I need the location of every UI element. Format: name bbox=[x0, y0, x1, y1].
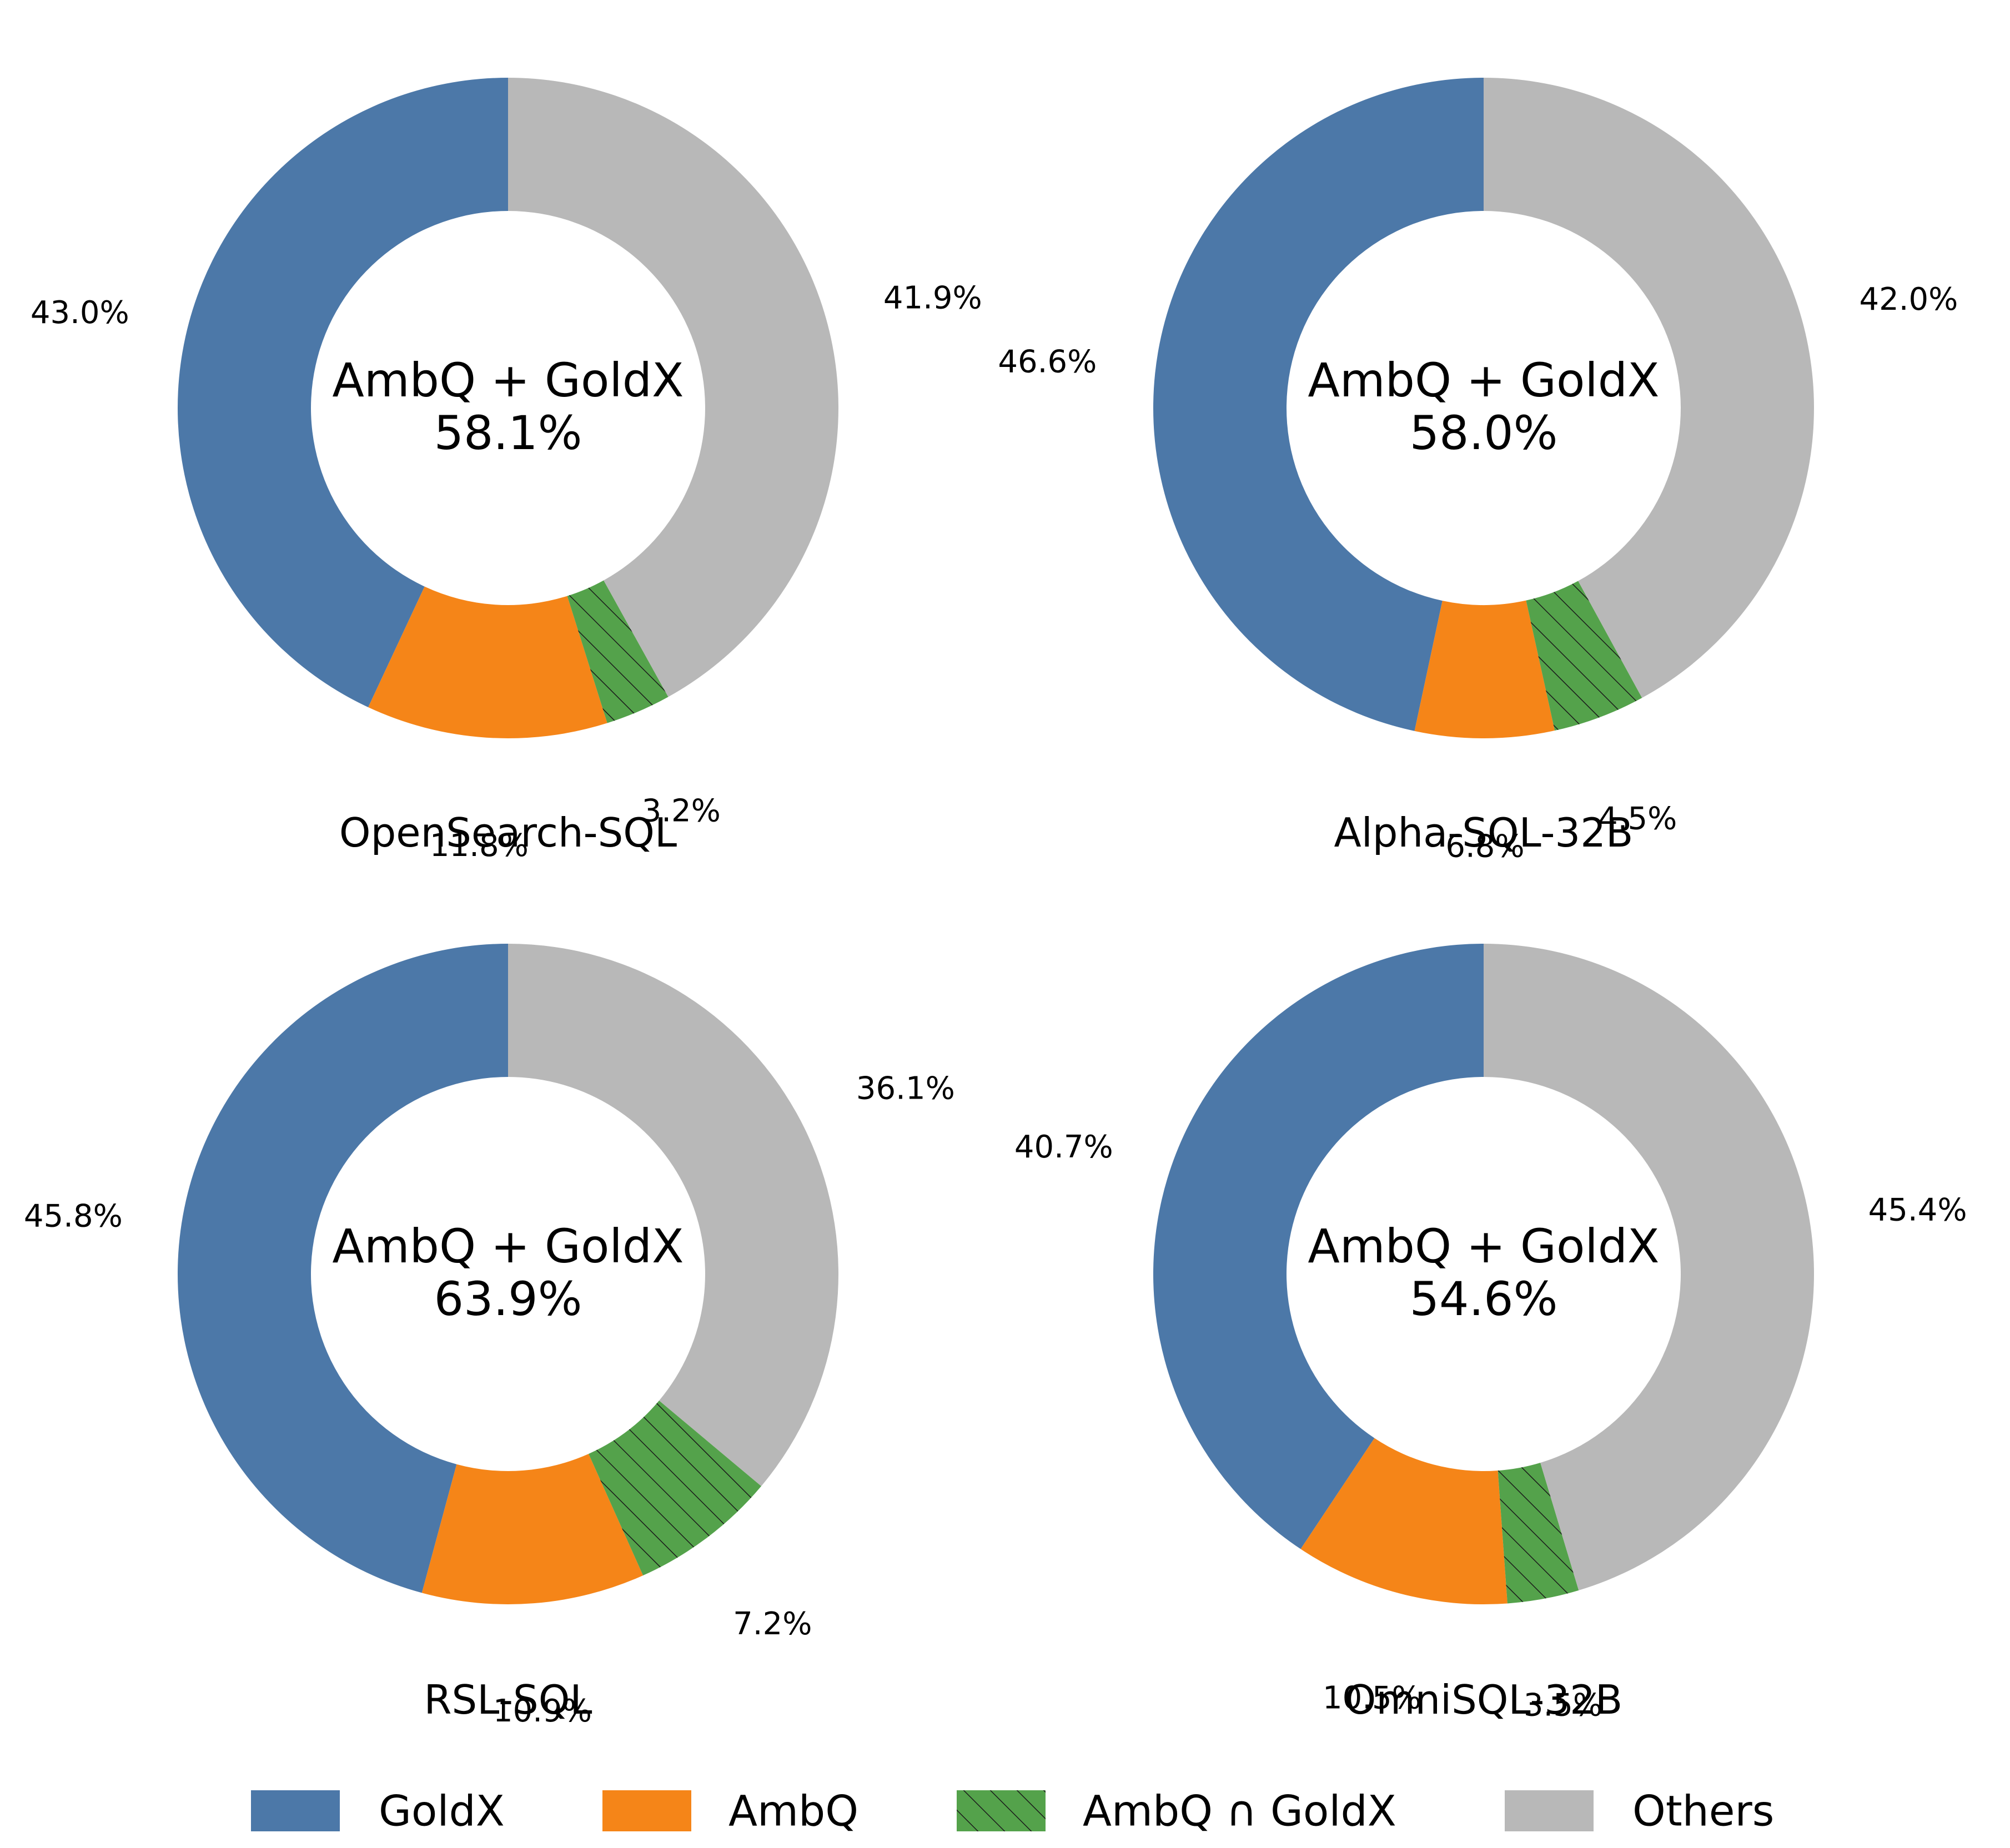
wedge-goldx bbox=[177, 78, 508, 708]
percent-label-ambq-and-goldx: 7.2% bbox=[733, 1606, 812, 1642]
chart-title: RSL-SQL bbox=[424, 1676, 592, 1723]
center-value: 58.0% bbox=[1410, 406, 1558, 460]
chart-title: Alpha-SQL-32B bbox=[1334, 809, 1634, 856]
center-label: AmbQ + GoldX bbox=[1308, 1219, 1659, 1273]
center-value: 54.6% bbox=[1410, 1272, 1558, 1326]
percent-label-goldx: 46.6% bbox=[998, 344, 1097, 380]
center-value: 58.1% bbox=[434, 406, 582, 460]
percent-label-ambq-and-goldx: 4.5% bbox=[1598, 800, 1677, 837]
percent-label-ambq: 6.8% bbox=[1445, 828, 1524, 864]
center-label: AmbQ + GoldX bbox=[1308, 353, 1659, 407]
wedge-ambq bbox=[421, 1454, 644, 1605]
legend-label: AmbQ bbox=[728, 1786, 858, 1836]
legend-label: Others bbox=[1632, 1786, 1774, 1836]
percent-label-ambq-and-goldx: 3.2% bbox=[642, 793, 721, 829]
wedge-others bbox=[508, 78, 839, 697]
chart-title: OpenSearch-SQL bbox=[339, 809, 677, 856]
wedge-ambq-and-goldx-hatch bbox=[1526, 581, 1642, 731]
wedge-ambq-and-goldx-hatch bbox=[567, 580, 669, 723]
percent-label-others: 42.0% bbox=[1859, 281, 1958, 318]
wedge-ambq-and-goldx-hatch bbox=[1498, 1462, 1579, 1604]
legend-swatch-hatch bbox=[957, 1790, 1046, 1831]
percent-label-others: 45.4% bbox=[1868, 1192, 1967, 1228]
legend: GoldX AmbQ AmbQ ∩ GoldX Others bbox=[251, 1786, 1774, 1836]
percent-label-others: 36.1% bbox=[856, 1070, 955, 1106]
percent-label-ambq-and-goldx: 3.5% bbox=[1524, 1687, 1602, 1723]
percent-label-ambq: 11.8% bbox=[430, 828, 529, 864]
wedge-others bbox=[1484, 78, 1814, 698]
wedge-others bbox=[1484, 944, 1815, 1590]
percent-label-ambq: 10.9% bbox=[493, 1693, 592, 1729]
wedge-ambq bbox=[1300, 1438, 1508, 1604]
legend-label: AmbQ ∩ GoldX bbox=[1083, 1786, 1396, 1836]
wedge-goldx bbox=[1153, 78, 1484, 731]
wedge-goldx bbox=[178, 944, 509, 1593]
legend-item-others: Others bbox=[1505, 1786, 1774, 1836]
percent-label-others: 41.9% bbox=[883, 280, 982, 316]
wedge-ambq bbox=[368, 586, 607, 738]
percent-label-goldx: 45.8% bbox=[24, 1199, 123, 1235]
legend-swatch bbox=[251, 1790, 340, 1831]
legend-swatch bbox=[1505, 1790, 1594, 1831]
legend-item-ambq-and-goldx: AmbQ ∩ GoldX bbox=[957, 1786, 1396, 1836]
wedge-others bbox=[508, 944, 839, 1487]
percent-label-ambq: 10.5% bbox=[1323, 1680, 1421, 1716]
legend-item-goldx: GoldX bbox=[251, 1786, 505, 1836]
percent-label-goldx: 43.0% bbox=[31, 295, 129, 331]
legend-label: GoldX bbox=[379, 1786, 505, 1836]
center-label: AmbQ + GoldX bbox=[332, 1219, 684, 1273]
legend-item-ambq: AmbQ bbox=[602, 1786, 858, 1836]
percent-label-goldx: 40.7% bbox=[1014, 1129, 1113, 1165]
legend-swatch bbox=[602, 1790, 691, 1831]
wedge-goldx bbox=[1153, 944, 1484, 1549]
wedge-ambq-and-goldx-hatch bbox=[589, 1400, 762, 1576]
charts-area: 43.0%11.8%3.2%41.9%AmbQ + GoldX58.1%Open… bbox=[24, 78, 1967, 1729]
center-label: AmbQ + GoldX bbox=[332, 353, 684, 407]
center-value: 63.9% bbox=[434, 1272, 582, 1326]
chart-title: OmniSQL-32B bbox=[1345, 1676, 1623, 1723]
wedge-ambq bbox=[1414, 600, 1555, 738]
